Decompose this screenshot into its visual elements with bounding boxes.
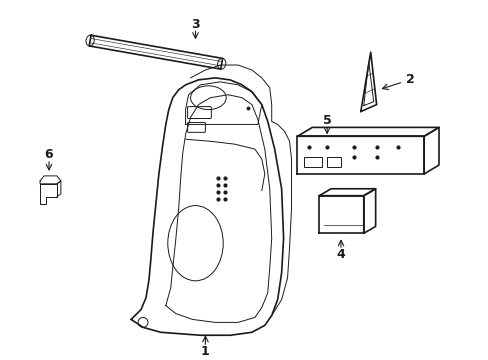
- Text: 1: 1: [201, 345, 209, 358]
- Bar: [326, 157, 340, 167]
- Bar: [304, 157, 322, 167]
- Text: 4: 4: [336, 248, 345, 261]
- Text: 3: 3: [191, 18, 200, 31]
- Text: 2: 2: [406, 73, 414, 86]
- Text: 6: 6: [44, 148, 53, 161]
- Text: 5: 5: [322, 114, 331, 127]
